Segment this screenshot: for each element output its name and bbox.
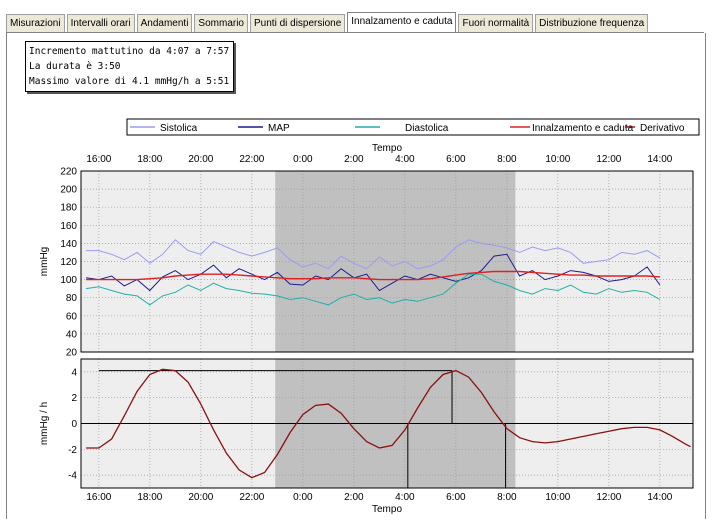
info-line-1: Incremento mattutino da 4:07 a 7:57: [29, 46, 230, 57]
content-frame: [6, 33, 706, 519]
top-xtick-0: 16:00: [86, 154, 111, 165]
top-ytick-9: 200: [60, 185, 77, 196]
tab-6[interactable]: Fuori normalità: [458, 14, 534, 32]
bottom-xtick-2: 20:00: [188, 492, 213, 503]
tab-0[interactable]: Misurazioni: [6, 14, 65, 32]
top-ytick-4: 100: [60, 275, 77, 286]
bottom-xtick-4: 0:00: [293, 492, 313, 503]
top-xtick-1: 18:00: [137, 154, 162, 165]
bottom-xtick-8: 8:00: [497, 492, 517, 503]
legend-label-derivativo: Derivativo: [640, 123, 685, 134]
bottom-ytick-1: -2: [68, 445, 77, 456]
top-xtick-7: 6:00: [446, 154, 466, 165]
bottom-xtick-11: 14:00: [647, 492, 672, 503]
top-ytick-5: 120: [60, 257, 77, 268]
top-ytick-7: 160: [60, 221, 77, 232]
bottom-ylabel: mmHg / h: [39, 402, 50, 445]
bottom-xlabel: Tempo: [372, 504, 402, 515]
tab-3[interactable]: Sommario: [194, 14, 248, 32]
bottom-xtick-3: 22:00: [239, 492, 264, 503]
series-derivativo: [86, 368, 691, 479]
bottom-ytick-0: -4: [68, 471, 77, 482]
bottom-ytick-4: 4: [71, 367, 77, 378]
top-ylabel: mmHg: [39, 247, 50, 276]
top-xtick-8: 8:00: [497, 154, 517, 165]
top-ytick-10: 220: [60, 167, 77, 178]
bottom-ytick-3: 2: [71, 393, 77, 404]
tab-5[interactable]: Innalzamento e caduta: [347, 12, 457, 32]
top-xtick-11: 14:00: [647, 154, 672, 165]
top-xtick-5: 2:00: [344, 154, 364, 165]
bottom-ytick-2: 0: [71, 419, 77, 430]
info-box: Incremento mattutino da 4:07 a 7:57 La d…: [25, 41, 234, 92]
top-ytick-3: 80: [66, 293, 78, 304]
series-sistolica: [86, 239, 661, 270]
tab-4[interactable]: Punti di dispersione: [250, 14, 346, 32]
top-xtick-6: 4:00: [395, 154, 415, 165]
tab-7[interactable]: Distribuzione frequenza: [535, 14, 649, 32]
top-xtick-3: 22:00: [239, 154, 264, 165]
bottom-xtick-6: 4:00: [395, 492, 415, 503]
bottom-xtick-9: 10:00: [545, 492, 570, 503]
top-xtick-2: 20:00: [188, 154, 213, 165]
bottom-xtick-0: 16:00: [86, 492, 111, 503]
series-innalzamento: [86, 270, 660, 281]
top-night-shade: [275, 171, 516, 352]
series-diastolica: [86, 273, 661, 306]
info-line-2: La durata è 3:50: [29, 61, 121, 72]
bottom-xtick-1: 18:00: [137, 492, 162, 503]
bottom-xtick-5: 2:00: [344, 492, 364, 503]
legend-label-innalzamento: Innalzamento e caduta: [532, 123, 634, 134]
top-ytick-2: 60: [66, 311, 78, 322]
top-xtick-9: 10:00: [545, 154, 570, 165]
tab-2[interactable]: Andamenti: [136, 14, 193, 32]
top-xtick-10: 12:00: [596, 154, 621, 165]
legend-label-sistolica: Sistolica: [160, 123, 198, 134]
top-ytick-6: 140: [60, 239, 77, 250]
legend-label-diastolica: Diastolica: [405, 123, 449, 134]
top-ytick-1: 40: [66, 329, 78, 340]
tab-1[interactable]: Intervalli orari: [66, 14, 135, 32]
info-line-3: Massimo valore di 4.1 mmHg/h a 5:51: [29, 76, 230, 87]
legend-box: [126, 118, 700, 136]
bottom-xtick-7: 6:00: [446, 492, 466, 503]
bottom-xtick-10: 12:00: [596, 492, 621, 503]
legend-label-map: MAP: [268, 123, 290, 134]
top-xlabel: Tempo: [372, 143, 402, 154]
tab-bar: Misurazioni Intervalli orari Andamenti Somm…: [6, 12, 704, 33]
top-ytick-0: 20: [66, 348, 78, 359]
top-xtick-4: 0:00: [293, 154, 313, 165]
bottom-plot-border: [80, 358, 694, 489]
top-ytick-8: 180: [60, 203, 77, 214]
top-plot-border: [80, 170, 694, 353]
